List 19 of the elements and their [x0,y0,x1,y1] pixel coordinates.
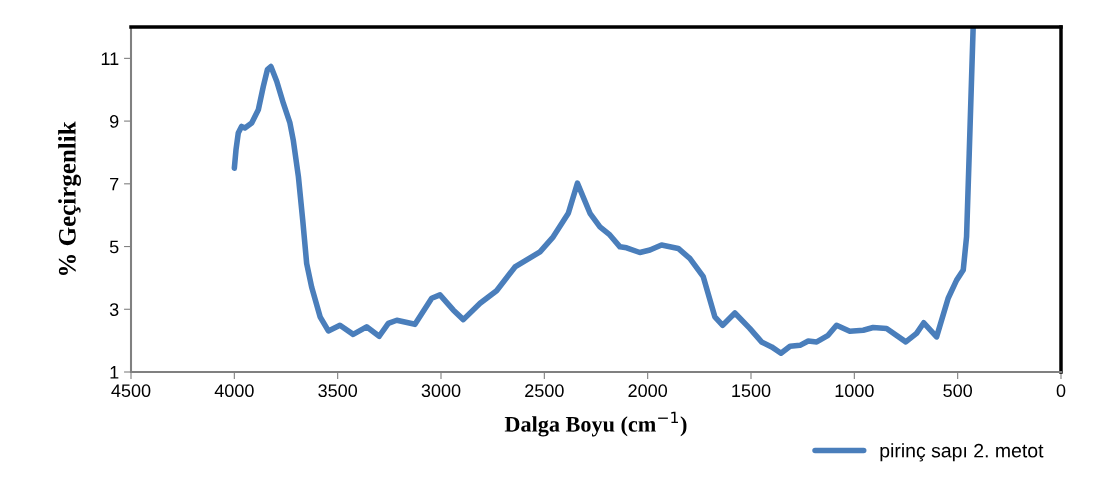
x-tick-label: 4000 [214,384,254,398]
y-tick-label: 11 [101,52,119,65]
x-tick-label: 2000 [628,384,668,398]
x-tick-label: 0 [1056,384,1066,398]
y-tick-label: 3 [109,303,119,316]
legend-label: pirinç sapı 2. metot [880,443,1044,462]
x-tick-label: 3000 [421,384,461,398]
y-axis-title: % Geçirgenlik [58,121,81,276]
y-tick-label: 7 [110,177,119,191]
y-tick-label: 5 [109,240,119,254]
x-tick-label: 4500 [111,384,151,398]
x-tick-label: 2500 [525,384,564,398]
x-tick-label: 1500 [732,384,771,398]
y-tick-label: 1 [110,366,119,379]
x-axis-title: Dalga Boyu (cm$^{−1}$) [504,411,687,437]
x-tick-label: 500 [943,384,973,398]
x-tick-label: 1000 [835,384,874,398]
y-tick-label: 9 [110,115,119,128]
x-tick-label: 3500 [318,384,358,398]
